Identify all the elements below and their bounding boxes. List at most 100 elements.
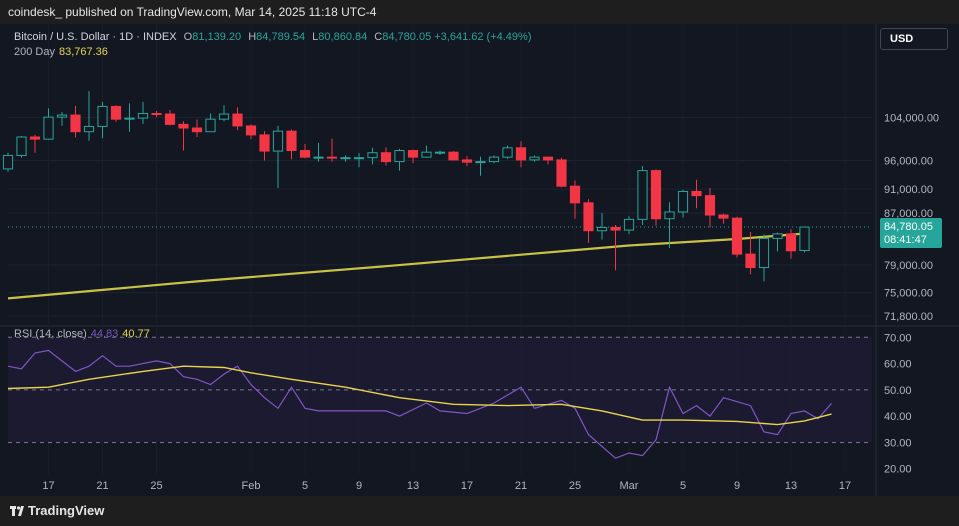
rsi-tick-label: 20.00 <box>884 464 912 476</box>
publish-header: coindesk_ published on TradingView.com, … <box>0 0 959 24</box>
candle-body <box>610 227 621 231</box>
candle-body <box>326 156 338 159</box>
symbol-name[interactable]: Bitcoin / U.S. Dollar · 1D · INDEX <box>14 31 177 43</box>
candle-body <box>29 136 41 140</box>
time-tick-label: 17 <box>839 480 851 492</box>
candle-body <box>691 190 702 197</box>
candle-body <box>488 156 500 163</box>
candle-body <box>799 226 810 252</box>
price-tick-label: 96,000.00 <box>884 155 933 167</box>
bar-countdown: 08:41:47 <box>884 234 927 246</box>
open-label: O <box>183 31 193 43</box>
candle-body <box>650 170 662 220</box>
rsi-value: 44.83 <box>90 328 119 340</box>
candle-body <box>542 156 554 161</box>
close-label: C <box>374 31 383 43</box>
high-label: H <box>248 31 257 43</box>
candle-body <box>164 113 176 125</box>
candle-body <box>232 113 243 127</box>
candle-body <box>272 130 284 152</box>
candle-body <box>785 233 797 252</box>
time-tick-label: 9 <box>356 480 362 492</box>
ma-label[interactable]: 200 Day <box>14 46 55 58</box>
candle-body <box>407 150 419 158</box>
candle-body <box>772 233 783 239</box>
time-tick-label: 25 <box>150 480 162 492</box>
ma-value: 83,767.36 <box>58 46 108 58</box>
candle-body <box>259 134 270 152</box>
rsi-legend: RSI (14, close) 44.83 40.77 <box>14 328 150 340</box>
price-tick-label: 75,000.00 <box>884 288 933 300</box>
candle-body <box>583 202 594 232</box>
change-value: +3,641.62 (+4.49%) <box>434 31 532 43</box>
candle-body <box>286 130 297 152</box>
currency-button[interactable]: USD <box>880 28 948 50</box>
candle-body <box>434 151 446 154</box>
price-tick-label: 91,000.00 <box>884 184 933 196</box>
ma-legend: 200 Day 83,767.36 <box>14 46 108 58</box>
close-value: 84,780.05 <box>382 31 432 43</box>
time-tick-label: 13 <box>785 480 797 492</box>
footer-bar: TradingView <box>0 496 959 526</box>
price-tick-label: 79,000.00 <box>884 260 933 272</box>
rsi-line <box>7 349 832 459</box>
ma200-layer <box>7 232 805 300</box>
candle-body <box>718 214 729 219</box>
candle-body <box>137 113 149 119</box>
candle-body <box>502 147 513 158</box>
rsi-tick-label: 40.00 <box>884 411 912 423</box>
candle-body <box>191 127 203 133</box>
rsi-ma-value: 40.77 <box>122 328 150 340</box>
grid-lines <box>0 24 959 496</box>
candle-body <box>70 114 81 133</box>
candle-body <box>596 227 608 232</box>
low-value: 80,860.84 <box>318 31 368 43</box>
candle-body <box>731 217 743 255</box>
rsi-layer <box>7 349 832 459</box>
last-price-value: 84,780.05 <box>884 221 933 233</box>
candle-body <box>556 159 567 187</box>
candle-body <box>218 113 230 120</box>
open-value: 81,139.20 <box>192 31 242 43</box>
time-tick-label: 21 <box>515 480 527 492</box>
candle-body <box>421 151 432 158</box>
footer-brand: TradingView <box>28 503 105 518</box>
candle-body <box>353 157 365 160</box>
candles-layer <box>2 91 810 282</box>
price-tick-label: 71,800.00 <box>884 311 933 323</box>
candle-body <box>637 170 648 220</box>
candle-body <box>178 123 189 129</box>
axes-layer: 104,000.00 96,000.00 91,000.00 87,000.00 79,… <box>42 113 942 492</box>
candle-body <box>704 195 716 216</box>
candle-body <box>367 152 378 159</box>
candle-body <box>745 253 756 269</box>
time-tick-label: 5 <box>680 480 686 492</box>
candle-body <box>448 151 459 161</box>
time-tick-label: 25 <box>569 480 581 492</box>
candle-body <box>380 152 392 163</box>
rsi-tick-label: 60.00 <box>884 359 912 371</box>
candle-body <box>664 211 675 220</box>
candle-body <box>205 118 216 133</box>
time-tick-label: 21 <box>96 480 108 492</box>
candle-body <box>83 125 95 133</box>
candle-body <box>569 185 581 204</box>
ma200-line <box>7 232 805 300</box>
high-value: 84,789.54 <box>256 31 306 43</box>
candle-body <box>110 105 122 120</box>
candle-body <box>16 136 27 156</box>
candle-body <box>313 156 324 159</box>
candle-body <box>394 150 405 163</box>
time-tick-label: Mar <box>620 480 639 492</box>
candle-body <box>97 105 108 127</box>
time-tick-label: 9 <box>734 480 740 492</box>
rsi-tick-label: 50.00 <box>884 385 912 397</box>
rsi-label[interactable]: RSI (14, close) <box>14 328 87 340</box>
candle-body <box>758 237 770 269</box>
candle-body <box>340 157 351 160</box>
time-tick-label: Feb <box>242 480 261 492</box>
time-tick-label: 17 <box>42 480 54 492</box>
rsi-ma-line <box>7 365 832 426</box>
candle-body <box>299 150 311 158</box>
